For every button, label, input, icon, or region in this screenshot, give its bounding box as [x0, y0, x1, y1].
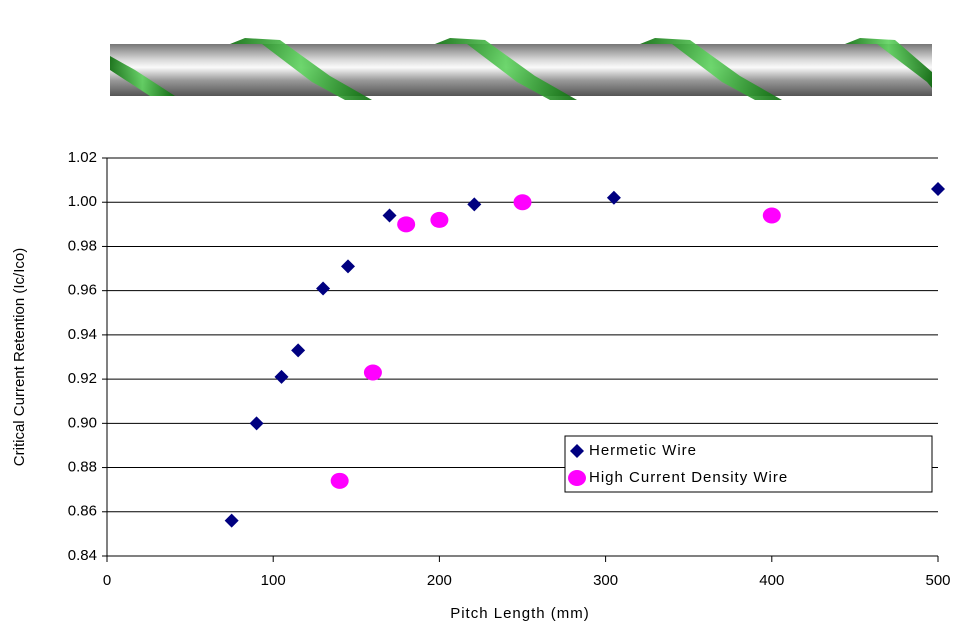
- point-ellipse: [330, 472, 349, 489]
- point-ellipse: [430, 211, 449, 228]
- point-diamond: [382, 208, 397, 223]
- legend: Hermetic Wire High Current Density Wire: [564, 435, 933, 493]
- legend-label: Hermetic Wire: [589, 442, 697, 459]
- wire-illustration: [110, 38, 932, 100]
- y-tick-label: 1.02: [68, 149, 97, 166]
- point-diamond: [931, 181, 945, 196]
- y-tick-label: 1.00: [68, 193, 97, 210]
- point-ellipse: [568, 470, 586, 486]
- legend-label: High Current Density Wire: [589, 469, 788, 486]
- point-diamond: [274, 369, 289, 384]
- x-tick-label: 100: [261, 572, 286, 589]
- y-tick-label: 0.98: [68, 237, 97, 254]
- point-diamond: [467, 197, 482, 212]
- point-ellipse: [397, 216, 416, 233]
- x-tick-label: 0: [103, 572, 111, 589]
- y-tick-label: 0.88: [68, 459, 97, 476]
- y-tick-label: 0.90: [68, 414, 97, 431]
- point-diamond: [340, 259, 355, 274]
- x-tick-label: 500: [925, 572, 950, 589]
- y-tick-label: 0.86: [68, 503, 97, 520]
- point-diamond: [570, 444, 584, 458]
- y-tick-label: 0.84: [68, 547, 97, 564]
- x-tick-label: 400: [759, 572, 784, 589]
- point-ellipse: [513, 194, 532, 211]
- point-diamond: [316, 281, 331, 296]
- point-ellipse: [762, 207, 781, 224]
- y-tick-label: 0.94: [68, 326, 97, 343]
- point-diamond: [291, 343, 306, 358]
- point-diamond: [249, 416, 264, 431]
- point-diamond: [606, 190, 621, 205]
- point-ellipse: [363, 364, 382, 381]
- x-axis-title: Pitch Length (mm): [450, 605, 590, 622]
- y-tick-label: 0.96: [68, 282, 97, 299]
- y-tick-label: 0.92: [68, 370, 97, 387]
- x-tick-label: 300: [593, 572, 618, 589]
- y-axis-title: Critical Current Retention (Ic/Ico): [11, 248, 28, 466]
- point-diamond: [224, 513, 239, 528]
- legend-box: [564, 435, 933, 493]
- x-tick-label: 200: [427, 572, 452, 589]
